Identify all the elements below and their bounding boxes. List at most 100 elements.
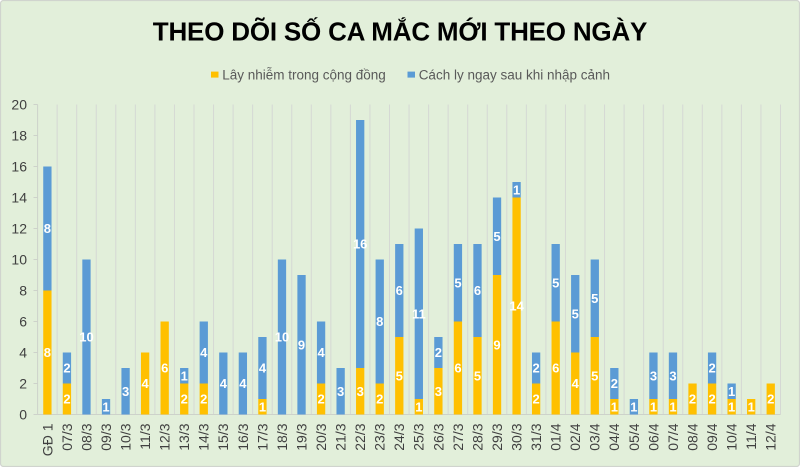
svg-text:2: 2 [708,392,715,407]
svg-text:3: 3 [650,368,657,383]
svg-text:2: 2 [317,392,324,407]
svg-text:14/3: 14/3 [196,423,212,450]
svg-text:16/3: 16/3 [235,423,251,450]
svg-text:THEO DÕI SỐ CA MẮC MỚI THEO NG: THEO DÕI SỐ CA MẮC MỚI THEO NGÀY [153,17,647,47]
svg-text:18/3: 18/3 [274,423,290,450]
svg-text:09/4: 09/4 [704,423,720,450]
svg-text:27/3: 27/3 [450,423,466,450]
svg-text:10/4: 10/4 [724,423,740,450]
svg-text:4: 4 [200,345,208,360]
svg-text:23/3: 23/3 [372,423,388,450]
svg-text:15/3: 15/3 [215,423,231,450]
svg-text:1: 1 [650,399,657,414]
svg-text:05/4: 05/4 [626,423,642,450]
svg-text:6: 6 [474,283,481,298]
svg-text:5: 5 [474,368,481,383]
svg-text:5: 5 [493,229,500,244]
svg-text:10: 10 [275,330,289,345]
svg-text:2: 2 [63,392,70,407]
svg-text:9: 9 [298,337,305,352]
svg-text:17/3: 17/3 [254,423,270,450]
svg-text:8: 8 [19,283,27,299]
svg-text:14: 14 [11,190,27,206]
svg-text:1: 1 [630,399,637,414]
svg-text:8: 8 [44,345,51,360]
svg-text:24/3: 24/3 [391,423,407,450]
svg-text:1: 1 [728,384,735,399]
svg-text:6: 6 [454,361,461,376]
svg-text:4: 4 [142,376,150,391]
svg-text:2: 2 [533,392,540,407]
svg-text:10: 10 [11,252,27,268]
svg-text:07/4: 07/4 [665,423,681,450]
svg-text:4: 4 [259,361,267,376]
svg-text:11: 11 [412,306,426,321]
svg-text:21/3: 21/3 [333,423,349,450]
svg-text:5: 5 [572,306,579,321]
svg-text:Cách ly ngay sau khi nhập cảnh: Cách ly ngay sau khi nhập cảnh [419,67,610,82]
svg-text:31/3: 31/3 [528,423,544,450]
svg-text:2: 2 [376,392,383,407]
svg-text:5: 5 [552,275,559,290]
svg-text:2: 2 [708,361,715,376]
svg-text:08/3: 08/3 [78,423,94,450]
svg-text:2: 2 [181,392,188,407]
svg-text:09/3: 09/3 [98,423,114,450]
svg-text:28/3: 28/3 [469,423,485,450]
svg-text:2: 2 [767,392,774,407]
svg-text:16: 16 [353,237,367,252]
svg-text:1: 1 [415,399,422,414]
svg-text:16: 16 [11,159,27,175]
svg-text:2: 2 [19,376,27,392]
svg-text:26/3: 26/3 [430,423,446,450]
svg-text:12: 12 [11,221,27,237]
svg-text:10: 10 [79,330,93,345]
svg-text:3: 3 [122,384,129,399]
svg-text:08/4: 08/4 [684,423,700,450]
svg-text:9: 9 [493,337,500,352]
svg-text:06/4: 06/4 [645,423,661,450]
svg-text:10/3: 10/3 [117,423,133,450]
svg-text:01/4: 01/4 [548,423,564,450]
svg-text:1: 1 [102,399,109,414]
svg-text:6: 6 [396,283,403,298]
svg-text:1: 1 [669,399,676,414]
svg-text:1: 1 [611,399,618,414]
svg-text:5: 5 [396,368,403,383]
svg-text:2: 2 [435,345,442,360]
svg-text:4: 4 [317,345,325,360]
svg-text:03/4: 03/4 [587,423,603,450]
svg-text:3: 3 [435,384,442,399]
svg-text:1: 1 [259,399,266,414]
svg-text:6: 6 [552,361,559,376]
svg-text:02/4: 02/4 [567,423,583,450]
svg-text:3: 3 [357,384,364,399]
svg-text:4: 4 [572,376,580,391]
svg-text:18: 18 [11,128,27,144]
svg-text:11/3: 11/3 [137,423,153,449]
svg-text:2: 2 [689,392,696,407]
svg-text:12/3: 12/3 [157,423,173,450]
svg-text:6: 6 [19,314,27,330]
svg-text:5: 5 [591,291,598,306]
svg-text:1: 1 [181,368,188,383]
svg-text:GĐ 1: GĐ 1 [39,423,55,456]
svg-text:22/3: 22/3 [352,423,368,450]
svg-text:12/4: 12/4 [763,423,779,450]
svg-text:29/3: 29/3 [489,423,505,450]
svg-text:2: 2 [63,361,70,376]
svg-text:6: 6 [161,361,168,376]
svg-text:5: 5 [591,368,598,383]
svg-text:8: 8 [376,314,383,329]
svg-text:8: 8 [44,221,51,236]
svg-text:13/3: 13/3 [176,423,192,450]
svg-text:1: 1 [748,399,755,414]
svg-text:25/3: 25/3 [411,423,427,450]
svg-text:4: 4 [239,376,247,391]
svg-text:3: 3 [669,368,676,383]
svg-text:19/3: 19/3 [293,423,309,450]
svg-text:07/3: 07/3 [59,423,75,450]
svg-text:5: 5 [454,275,461,290]
svg-text:4: 4 [220,376,228,391]
svg-text:2: 2 [611,376,618,391]
